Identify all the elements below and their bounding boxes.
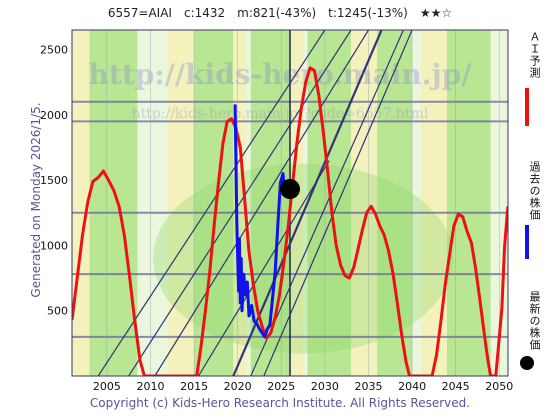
x-tick-label: 2025	[267, 380, 295, 393]
y-tick-label: 2000	[40, 109, 68, 122]
x-tick-label: 2030	[311, 380, 339, 393]
legend-latest-label: 最新の株価	[528, 291, 541, 351]
watermark-url-big: http://kids-hero.main.jp/	[89, 58, 473, 91]
legend-latest-marker	[520, 356, 534, 370]
series-layer	[72, 66, 508, 376]
background-band	[89, 30, 138, 376]
y-tick-label: 500	[47, 305, 68, 318]
header-rating-stars: ★★☆	[419, 6, 453, 20]
watermark: http://kids-hero.main.jp/ http://kids-he…	[89, 58, 473, 122]
background-band	[351, 30, 378, 376]
x-axis: 2005 2010 2015 2020 2025 2030 2035 2040 2045 2050	[93, 380, 513, 393]
background-band	[307, 30, 352, 376]
x-tick-label: 2035	[354, 380, 382, 393]
copyright-notice: Copyright (c) Kids-Hero Research Institu…	[89, 396, 471, 410]
x-tick-label: 2015	[180, 380, 208, 393]
x-tick-label: 2010	[136, 380, 164, 393]
legend-past-label: 過去の株価	[528, 161, 541, 221]
legend-past-swatch	[525, 225, 529, 259]
forecast-series	[72, 66, 508, 376]
header-ticker: 6557=AIAI	[107, 6, 172, 20]
header-target: t:1245(-13%)	[328, 6, 408, 20]
trend-line	[263, 30, 413, 376]
legend-forecast-swatch	[525, 88, 529, 126]
watermark-url-small: http://kids-hero.main.jp/?code=6557.html	[132, 106, 429, 122]
y-tick-label: 1500	[40, 174, 68, 187]
trend-line	[197, 160, 330, 376]
past-price-series	[233, 104, 292, 339]
y-axis: 500 1000 1500 2000 2500	[40, 44, 68, 318]
header-current-price: c:1432	[183, 6, 226, 20]
trend-line	[154, 30, 369, 376]
chart-header: 6557=AIAI c:1432 m:821(-43%) t:1245(-13%) ★★…	[0, 6, 560, 20]
generated-date: Generated on Monday 2026/1/5.	[29, 102, 43, 298]
y-tick-label: 1000	[40, 239, 68, 252]
background-band	[377, 30, 413, 376]
x-tick-label: 2005	[93, 380, 121, 393]
trend-line	[128, 30, 352, 376]
plot-frame	[71, 29, 509, 377]
background-band	[167, 30, 195, 376]
x-tick-label: 2045	[442, 380, 470, 393]
x-tick-label: 2040	[398, 380, 426, 393]
y-tick-label: 2500	[40, 44, 68, 57]
latest-price-marker	[280, 179, 300, 200]
x-tick-label: 2050	[485, 380, 513, 393]
header-minimum: m:821(-43%)	[237, 6, 317, 20]
trend-line	[232, 30, 383, 376]
legend-forecast-label: ＡＩ予測	[528, 31, 541, 79]
background-band	[194, 30, 234, 376]
x-tick-label: 2020	[224, 380, 252, 393]
